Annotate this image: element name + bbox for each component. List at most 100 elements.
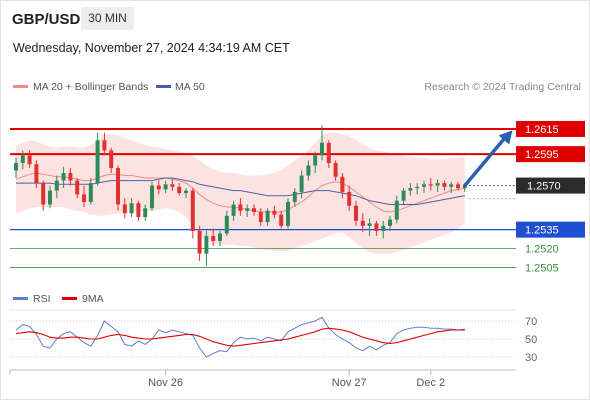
legend-label-rsi: RSI	[33, 293, 51, 305]
level-label-0: 1.2615	[525, 124, 559, 136]
candle	[41, 183, 46, 205]
candle	[61, 173, 66, 181]
candle	[150, 185, 154, 209]
candle	[286, 201, 290, 226]
legend-label-ma50: MA 50	[175, 81, 205, 93]
legend-swatch-rsi	[13, 297, 28, 300]
candle	[109, 150, 114, 168]
candle	[306, 165, 311, 176]
level-label-1: 1.2595	[525, 149, 559, 161]
candle	[224, 215, 229, 234]
candle	[88, 183, 93, 202]
forecast-arrow-head	[498, 130, 513, 145]
rsi-tick-label: 70	[525, 316, 537, 328]
legend-label-rsi-ma: 9MA	[82, 293, 104, 305]
candle	[299, 175, 304, 192]
candle	[95, 140, 100, 184]
candle	[367, 223, 372, 226]
current-price-tag	[516, 177, 585, 194]
rsi-line	[15, 316, 465, 358]
candle	[326, 142, 331, 163]
datetime-label: Wednesday, November 27, 2024 4:34:19 AM …	[13, 41, 290, 55]
level-label-4: 1.2520	[525, 244, 559, 256]
candle	[75, 180, 80, 195]
rsi-legend: RSI 9MA	[13, 293, 104, 305]
candle	[245, 208, 250, 211]
legend-credit: Research © 2024 Trading Central	[424, 81, 581, 93]
candle	[422, 184, 426, 187]
candle	[360, 220, 365, 226]
candle	[258, 212, 263, 223]
candle	[449, 184, 454, 187]
time-axis: Nov 26 Nov 27 Dec 2	[9, 369, 516, 389]
candle	[401, 190, 406, 201]
forecast-arrow-shaft	[463, 135, 508, 188]
candle	[279, 214, 284, 226]
candle	[163, 184, 168, 190]
legend-swatch-rsi-ma	[62, 297, 77, 300]
time-axis-label: Dec 2	[416, 377, 445, 389]
candle	[34, 164, 39, 184]
candle	[374, 223, 379, 231]
candle	[197, 230, 202, 254]
candle	[27, 155, 32, 165]
candle	[415, 186, 420, 189]
legend-label-ma20: MA 20 + Bollinger Bands	[33, 81, 148, 93]
candle	[442, 183, 447, 187]
time-axis-label: Nov 26	[148, 377, 183, 389]
time-axis-label: Nov 27	[332, 377, 367, 389]
candle	[156, 185, 161, 190]
candle	[381, 225, 386, 231]
level-tag-3	[516, 221, 585, 238]
candle	[14, 162, 18, 171]
current-price-label: 1.2570	[527, 181, 561, 193]
candle	[265, 210, 270, 223]
candle	[211, 235, 216, 241]
candle	[428, 184, 433, 186]
level-label-5: 1.2505	[525, 262, 559, 274]
legend-swatch-ma50	[156, 85, 171, 88]
candle	[190, 190, 195, 231]
legend-swatch-ma20	[13, 85, 28, 88]
candle	[143, 208, 148, 218]
candle	[48, 190, 52, 205]
candle	[388, 219, 392, 226]
candle	[272, 210, 277, 215]
candle	[238, 204, 243, 211]
candle	[354, 205, 358, 221]
candle	[177, 186, 182, 194]
candle	[170, 184, 175, 187]
candle	[231, 204, 236, 216]
main-plot: 1.2615 1.2595 1.2570 1.2535 1.2520 1.2505	[10, 120, 585, 274]
symbol-title: GBP/USD	[12, 11, 81, 28]
candle	[184, 190, 188, 194]
rsi-tick-label: 50	[525, 334, 537, 346]
candle	[320, 142, 324, 156]
candle	[136, 203, 141, 218]
candle	[68, 173, 73, 181]
candle	[54, 180, 59, 191]
candle	[456, 184, 460, 189]
bollinger-band	[16, 132, 465, 254]
candle	[408, 188, 413, 191]
candle	[129, 203, 134, 214]
level-tag-1	[516, 146, 585, 163]
candle	[204, 235, 209, 254]
timeframe-badge[interactable]: 30 MIN	[81, 7, 134, 30]
candle	[340, 176, 345, 192]
candle	[122, 204, 127, 214]
level-tag-0	[516, 120, 585, 137]
chart-header: GBP/USD 30 MIN	[0, 0, 590, 40]
candle	[333, 162, 338, 177]
candle	[252, 208, 256, 213]
candle	[82, 194, 86, 202]
candle	[20, 155, 25, 163]
legend: MA 20 + Bollinger Bands MA 50 Research ©…	[13, 81, 581, 93]
candle	[116, 167, 120, 205]
candle	[313, 155, 318, 166]
rsi-tick-label: 30	[525, 352, 537, 364]
candle	[218, 233, 222, 241]
candle	[394, 200, 399, 220]
candle	[102, 140, 107, 151]
